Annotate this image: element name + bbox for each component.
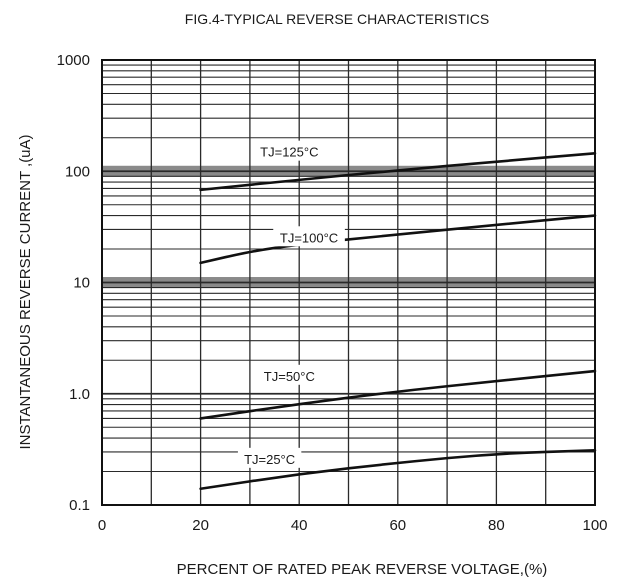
- series-label-1: TJ=125°C: [260, 145, 318, 160]
- x-tick-label: 100: [582, 517, 607, 534]
- series-label-4: TJ=25°C: [244, 452, 295, 467]
- y-tick-label: 1.0: [69, 386, 90, 403]
- series-label-3: TJ=50°C: [264, 369, 315, 384]
- series-line-3: [199, 369, 597, 420]
- grid-lines: [101, 59, 596, 506]
- y-axis-label: INSTANTANEOUS REVERSE CURRENT ,(uA): [17, 134, 34, 449]
- chart-title: FIG.4-TYPICAL REVERSE CHARACTERISTICS: [185, 11, 489, 27]
- series-label-bg-1: [253, 140, 326, 161]
- plot-frame: [101, 59, 596, 506]
- series-label-2: TJ=100°C: [280, 230, 338, 245]
- x-tick-label: 60: [389, 517, 406, 534]
- series-label-bg-4: [237, 447, 302, 468]
- tick-labels: 0 20 40 60 80 100 0.1 1.0 10 100 1000: [57, 52, 608, 534]
- series-line-4: [199, 449, 597, 491]
- x-tick-label: 20: [192, 517, 209, 534]
- y-tick-label: 0.1: [69, 497, 90, 514]
- y-tick-label: 1000: [57, 52, 90, 69]
- series-labels: TJ=125°C TJ=100°C TJ=50°C TJ=25°C: [237, 140, 345, 468]
- x-axis-label: PERCENT OF RATED PEAK REVERSE VOLTAGE,(%…: [177, 561, 548, 578]
- x-tick-label: 40: [291, 517, 308, 534]
- series-line-1: [199, 151, 597, 192]
- y-tick-label: 100: [65, 163, 90, 180]
- y-tick-label: 10: [73, 275, 90, 292]
- plot-border: [101, 59, 596, 506]
- x-tick-label: 0: [98, 517, 106, 534]
- series-label-bg-2: [273, 226, 345, 247]
- x-tick-label: 80: [488, 517, 505, 534]
- series-label-bg-3: [257, 364, 322, 385]
